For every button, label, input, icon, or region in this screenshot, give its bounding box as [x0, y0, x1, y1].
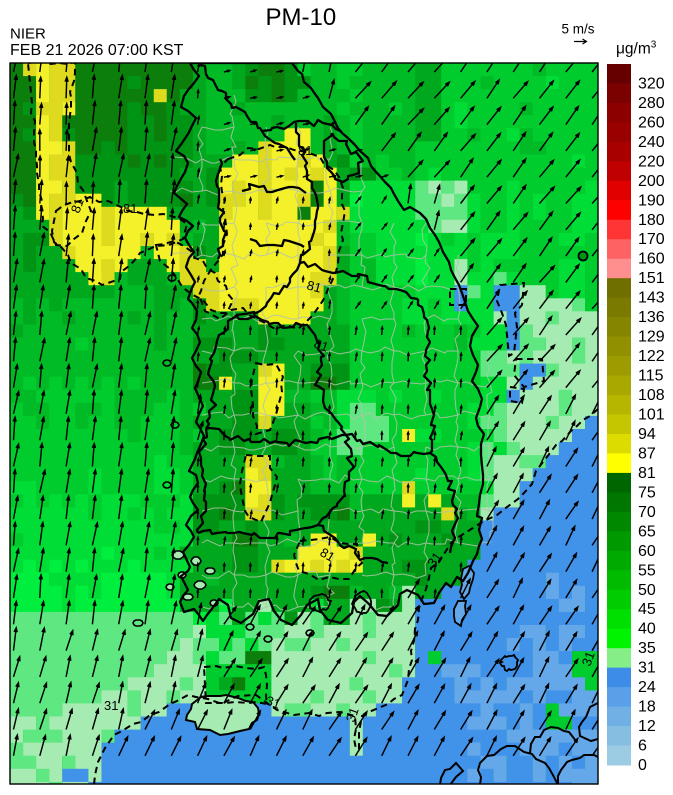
svg-text:60: 60 [638, 543, 656, 560]
svg-text:45: 45 [638, 601, 656, 618]
svg-text:129: 129 [638, 329, 665, 346]
svg-text:81: 81 [305, 277, 323, 295]
svg-text:81: 81 [123, 201, 137, 216]
svg-text:115: 115 [638, 368, 664, 385]
svg-text:12: 12 [638, 718, 656, 735]
svg-text:6: 6 [638, 738, 647, 755]
svg-text:81: 81 [312, 336, 331, 355]
svg-text:31: 31 [104, 698, 118, 713]
svg-text:75: 75 [638, 484, 656, 501]
svg-text:81: 81 [638, 465, 656, 482]
svg-text:87: 87 [638, 445, 656, 462]
svg-text:55: 55 [638, 562, 656, 579]
svg-text:24: 24 [638, 679, 656, 696]
svg-text:180: 180 [638, 212, 665, 229]
svg-text:190: 190 [638, 192, 665, 209]
svg-text:122: 122 [638, 348, 665, 365]
svg-text:31: 31 [343, 705, 362, 724]
svg-text:160: 160 [638, 251, 665, 268]
svg-text:81: 81 [68, 196, 87, 215]
svg-text:FEB 21 2026 07:00 KST: FEB 21 2026 07:00 KST [10, 42, 184, 59]
svg-text:136: 136 [638, 309, 665, 326]
svg-text:81: 81 [318, 545, 338, 565]
svg-text:35: 35 [638, 640, 656, 657]
svg-text:NIER: NIER [10, 26, 46, 43]
svg-text:320: 320 [638, 76, 665, 93]
svg-text:50: 50 [638, 582, 656, 599]
svg-text:200: 200 [638, 173, 665, 190]
svg-text:5 m/s: 5 m/s [562, 22, 595, 37]
svg-text:18: 18 [638, 699, 656, 716]
svg-text:μg/m3: μg/m3 [616, 40, 657, 58]
svg-text:31: 31 [264, 693, 283, 712]
svg-text:220: 220 [638, 153, 665, 170]
svg-text:65: 65 [638, 523, 656, 540]
svg-text:151: 151 [638, 270, 665, 287]
svg-text:240: 240 [638, 134, 665, 151]
svg-text:31: 31 [638, 660, 656, 677]
svg-text:108: 108 [638, 387, 665, 404]
svg-text:143: 143 [638, 290, 665, 307]
svg-text:170: 170 [638, 231, 665, 248]
svg-text:31: 31 [424, 549, 445, 569]
svg-text:260: 260 [638, 114, 665, 131]
svg-text:70: 70 [638, 504, 656, 521]
svg-text:280: 280 [638, 95, 665, 112]
svg-text:94: 94 [638, 426, 656, 443]
svg-text:31: 31 [579, 649, 598, 668]
svg-text:PM-10: PM-10 [266, 4, 337, 31]
svg-text:101: 101 [638, 407, 665, 424]
svg-text:40: 40 [638, 621, 656, 638]
svg-text:0: 0 [638, 757, 647, 774]
